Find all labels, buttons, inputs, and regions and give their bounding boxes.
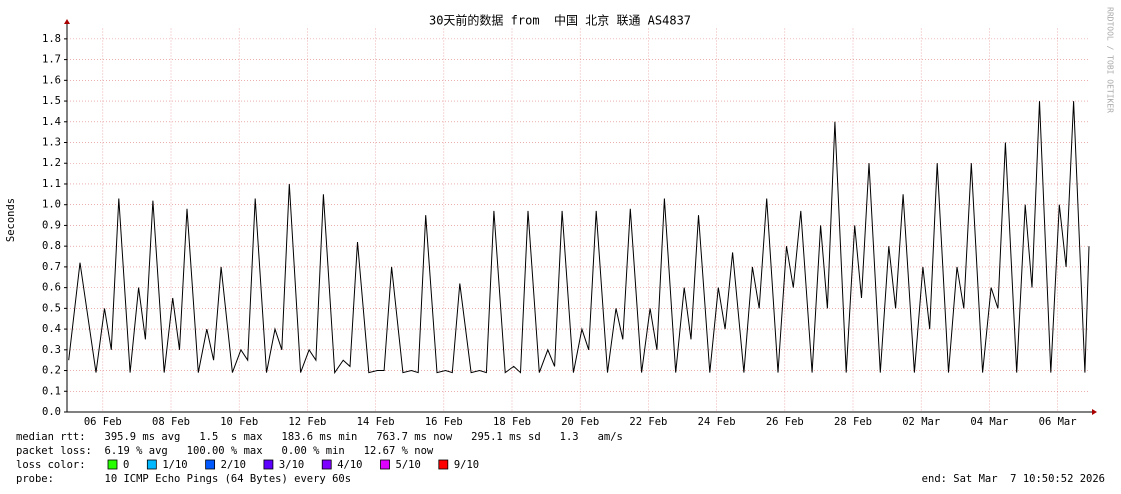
legend-swatch xyxy=(205,459,216,470)
y-tick-label: 1.2 xyxy=(42,157,61,169)
footer-line: median rtt: 395.9 ms avg 1.5 s max 183.6… xyxy=(16,431,623,443)
y-tick-label: 0.2 xyxy=(42,365,61,377)
probe: probe: 10 ICMP Echo Pings (64 Bytes) eve… xyxy=(16,473,351,485)
y-tick-label: 0.4 xyxy=(42,323,61,335)
x-tick-label: 12 Feb xyxy=(288,416,326,428)
x-tick-label: 02 Mar xyxy=(902,416,940,428)
legend-swatch xyxy=(438,459,449,470)
y-tick-label: 0.1 xyxy=(42,385,61,397)
x-tick-label: 16 Feb xyxy=(425,416,463,428)
x-tick-label: 10 Feb xyxy=(220,416,258,428)
y-arrow xyxy=(64,19,70,24)
x-tick-label: 06 Mar xyxy=(1039,416,1077,428)
x-tick-label: 06 Feb xyxy=(84,416,122,428)
legend-swatch xyxy=(107,459,118,470)
legend-swatch xyxy=(263,459,274,470)
y-tick-label: 1.5 xyxy=(42,95,61,107)
y-tick-label: 0.9 xyxy=(42,219,61,231)
legend-label: 5/10 xyxy=(396,459,421,471)
x-tick-label: 28 Feb xyxy=(834,416,872,428)
chart-title: 30天前的数据 from 中国 北京 联通 AS4837 xyxy=(429,13,691,28)
footer-line: packet loss: 6.19 % avg 100.00 % max 0.0… xyxy=(16,445,434,457)
loss-color-label: loss color: xyxy=(16,459,86,471)
x-tick-label: 18 Feb xyxy=(493,416,531,428)
x-tick-label: 26 Feb xyxy=(766,416,804,428)
x-tick-label: 22 Feb xyxy=(629,416,667,428)
y-tick-label: 1.4 xyxy=(42,116,61,128)
y-tick-label: 0.3 xyxy=(42,344,61,356)
legend-swatch xyxy=(146,459,157,470)
y-tick-label: 0.7 xyxy=(42,261,61,273)
x-tick-label: 24 Feb xyxy=(698,416,736,428)
y-tick-label: 0.6 xyxy=(42,282,61,294)
y-tick-label: 1.8 xyxy=(42,33,61,45)
y-axis-label: Seconds xyxy=(5,198,17,242)
x-tick-label: 20 Feb xyxy=(561,416,599,428)
legend-swatch xyxy=(321,459,332,470)
y-tick-label: 1.6 xyxy=(42,74,61,86)
x-arrow xyxy=(1092,409,1097,415)
median-line xyxy=(68,101,1090,375)
y-tick-label: 1.3 xyxy=(42,137,61,149)
y-tick-label: 1.0 xyxy=(42,199,61,211)
x-tick-label: 14 Feb xyxy=(357,416,395,428)
legend-label: 9/10 xyxy=(454,459,479,471)
legend-label: 4/10 xyxy=(337,459,362,471)
legend-swatch xyxy=(380,459,390,470)
y-tick-label: 1.1 xyxy=(42,178,61,190)
y-tick-label: 1.7 xyxy=(42,54,61,66)
y-tick-label: 0.8 xyxy=(42,240,61,252)
y-tick-label: 0.5 xyxy=(42,302,61,314)
watermark: RRDTOOL / TOBI OETIKER xyxy=(1106,7,1115,113)
end-time: end: Sat Mar 7 10:50:52 2026 xyxy=(922,473,1105,485)
legend-label: 3/10 xyxy=(279,459,304,471)
x-tick-label: 08 Feb xyxy=(152,416,190,428)
plot-area: 0.0 0.1 0.2 0.3 0.4 0.5 0.6 0.7 0.8 0.9 1.0 1.1 1.2 1… xyxy=(42,28,1090,428)
x-tick-label: 04 Mar xyxy=(970,416,1008,428)
y-tick-label: 0.0 xyxy=(42,406,61,418)
legend-label: 0 xyxy=(123,459,129,471)
footer: median rtt: 395.9 ms avg 1.5 s max 183.6… xyxy=(16,431,1105,485)
legend-label: 1/10 xyxy=(162,459,187,471)
legend-label: 2/10 xyxy=(221,459,246,471)
